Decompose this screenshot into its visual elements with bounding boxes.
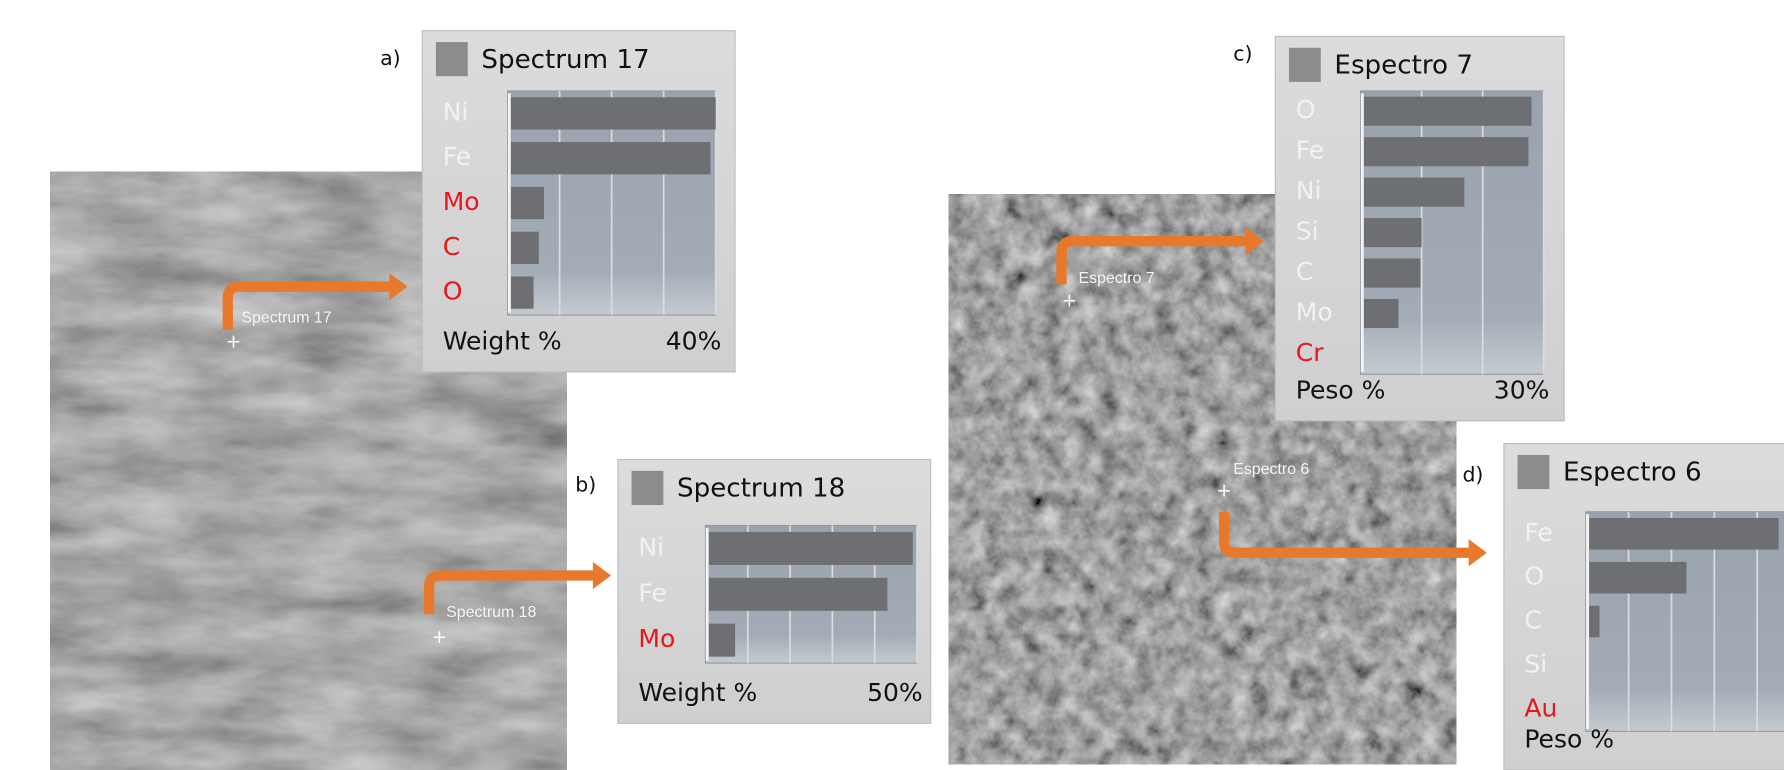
x-tick-label: 50% [867,678,923,707]
arrow-head [1469,539,1487,566]
panel-icon [1518,455,1550,489]
panel-icon [1289,48,1321,82]
panel-title: Spectrum 17 [481,45,649,75]
category-label: C [443,232,460,261]
bar [1364,258,1420,287]
bar [511,277,534,309]
category-label: C [1524,606,1541,635]
bar [511,232,539,264]
x-axis-label: Peso % [1296,375,1386,404]
panel-icon [436,42,468,76]
category-label: O [1524,562,1544,591]
category-label: C [1296,257,1313,286]
bar [1589,606,1599,638]
category-label: Fe [638,578,666,607]
category-label: Si [1524,649,1547,678]
bar [709,624,735,657]
site-label: Espectro 6 [1233,461,1309,478]
page: Spectrum 17a)Spectrum 17+40%Weight %NiFe… [0,0,1784,770]
bar [1364,299,1398,328]
x-tick-label: 40% [666,326,722,355]
x-axis-label: Weight % [443,326,562,355]
category-label: Ni [443,97,469,126]
bar [1364,218,1422,247]
category-label: Si [1296,217,1319,246]
site-marker: + [1216,480,1231,501]
bar [511,187,544,219]
panel-title: Espectro 6 [1563,458,1702,488]
panel-title: Espectro 7 [1334,50,1473,80]
category-label: Au [1524,693,1557,722]
bar [1364,97,1531,126]
site-marker: + [1062,290,1077,311]
panel-letter: a) [380,46,401,70]
category-label: Mo [638,624,675,653]
site-marker: + [226,331,241,352]
bar [1589,518,1778,550]
x-tick-label: 30% [1494,375,1550,404]
panel-icon [632,471,664,505]
x-axis-label: Weight % [638,678,757,707]
category-label: Mo [443,187,480,216]
site-marker: + [432,627,447,648]
category-label: Ni [1296,176,1322,205]
bar [1589,562,1686,594]
category-label: Ni [638,532,664,561]
bar [1364,137,1528,166]
category-label: O [1296,95,1316,124]
bar [511,142,711,174]
site-label: Spectrum 17 [241,310,331,327]
panel-title: Spectrum 18 [677,474,845,504]
panel-letter: b) [575,473,596,497]
bar [709,532,913,565]
panel-letter: c) [1233,42,1252,66]
bar [709,578,888,611]
site-label: Espectro 7 [1079,270,1155,287]
arrow-head [593,562,611,589]
panel-letter: d) [1462,462,1483,486]
category-label: O [443,277,463,306]
category-label: Cr [1296,338,1324,367]
site-label: Spectrum 18 [446,604,536,621]
category-label: Mo [1296,298,1333,327]
figure: Spectrum 17a)Spectrum 17+40%Weight %NiFe… [0,0,1784,770]
category-label: Fe [443,142,471,171]
bar [1364,178,1464,207]
bar [511,97,716,129]
category-label: Fe [1524,518,1552,547]
category-label: Fe [1296,136,1324,165]
x-axis-label: Peso % [1524,724,1614,753]
